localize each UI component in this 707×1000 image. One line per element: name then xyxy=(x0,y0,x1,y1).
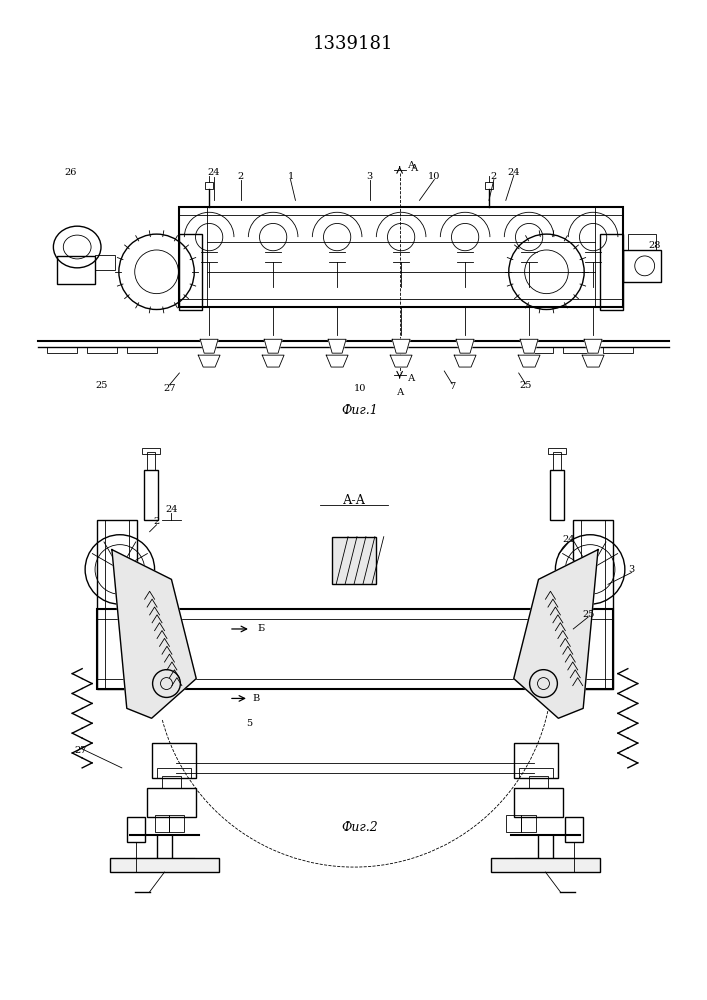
Bar xyxy=(551,470,564,520)
Text: А-А: А-А xyxy=(342,493,366,506)
Text: 24: 24 xyxy=(165,505,177,514)
Polygon shape xyxy=(390,355,412,367)
Bar xyxy=(180,207,623,307)
Text: 3: 3 xyxy=(629,565,635,574)
Polygon shape xyxy=(582,355,604,367)
Bar xyxy=(514,743,559,778)
Text: 27: 27 xyxy=(74,746,86,755)
Text: 25: 25 xyxy=(96,381,108,390)
Text: 10: 10 xyxy=(354,384,366,393)
Bar xyxy=(603,347,633,353)
Polygon shape xyxy=(262,355,284,367)
Bar xyxy=(97,609,613,689)
Bar xyxy=(146,452,155,470)
Bar xyxy=(127,347,156,353)
Text: А: А xyxy=(408,161,415,170)
Text: 26: 26 xyxy=(64,168,76,177)
Text: А: А xyxy=(411,164,419,173)
Bar xyxy=(566,817,583,842)
Text: 24: 24 xyxy=(208,168,221,177)
Bar xyxy=(110,858,219,872)
Bar xyxy=(47,347,77,353)
Text: 3: 3 xyxy=(367,172,373,181)
Polygon shape xyxy=(264,339,282,353)
Polygon shape xyxy=(328,339,346,353)
Text: 24: 24 xyxy=(508,168,520,177)
Bar xyxy=(57,256,95,284)
Text: 1: 1 xyxy=(287,172,293,181)
Bar xyxy=(95,255,115,270)
Polygon shape xyxy=(392,339,410,353)
Bar xyxy=(332,537,376,584)
Bar xyxy=(549,448,566,454)
Polygon shape xyxy=(200,339,218,353)
Bar xyxy=(628,234,655,250)
Bar xyxy=(520,815,536,832)
Text: 24: 24 xyxy=(562,535,575,544)
Text: Б: Б xyxy=(257,624,264,633)
Bar xyxy=(581,520,605,689)
Text: Фиг.2: Фиг.2 xyxy=(341,821,378,834)
Bar xyxy=(180,234,202,310)
Bar xyxy=(170,815,185,832)
Bar xyxy=(573,520,613,689)
Bar xyxy=(514,788,563,817)
Polygon shape xyxy=(326,355,348,367)
Text: 25: 25 xyxy=(582,610,595,619)
Bar xyxy=(485,182,493,189)
Bar xyxy=(506,815,520,832)
Bar xyxy=(529,776,549,788)
Bar xyxy=(155,815,170,832)
Bar xyxy=(524,347,554,353)
Text: 25: 25 xyxy=(520,381,532,390)
Polygon shape xyxy=(112,550,197,718)
Polygon shape xyxy=(456,339,474,353)
Text: А: А xyxy=(397,388,404,397)
Bar xyxy=(600,234,623,310)
Bar xyxy=(491,858,600,872)
Text: 27: 27 xyxy=(163,384,176,393)
Bar xyxy=(146,788,197,817)
Text: 1339181: 1339181 xyxy=(312,35,393,53)
Bar xyxy=(519,768,554,778)
Bar xyxy=(563,347,593,353)
Polygon shape xyxy=(514,550,598,718)
Polygon shape xyxy=(518,355,540,367)
Text: В: В xyxy=(252,694,259,703)
Polygon shape xyxy=(520,339,538,353)
Polygon shape xyxy=(454,355,476,367)
Text: 28: 28 xyxy=(648,241,661,250)
Text: 10: 10 xyxy=(428,172,440,181)
Bar xyxy=(205,182,213,189)
Bar xyxy=(161,776,182,788)
Bar xyxy=(554,452,561,470)
Bar xyxy=(87,347,117,353)
Text: 7: 7 xyxy=(449,382,455,391)
Bar xyxy=(97,520,136,689)
Bar xyxy=(156,768,192,778)
Text: Фиг.1: Фиг.1 xyxy=(341,404,378,417)
Bar xyxy=(105,520,129,689)
Bar xyxy=(151,743,197,778)
Text: 2: 2 xyxy=(153,517,160,526)
Text: 5: 5 xyxy=(246,719,252,728)
Bar xyxy=(127,817,145,842)
Text: 2: 2 xyxy=(238,172,244,181)
Bar xyxy=(144,470,158,520)
Text: 2: 2 xyxy=(491,172,497,181)
Polygon shape xyxy=(584,339,602,353)
Bar xyxy=(623,250,660,282)
Text: А: А xyxy=(408,374,415,383)
Bar xyxy=(141,448,160,454)
Polygon shape xyxy=(198,355,220,367)
